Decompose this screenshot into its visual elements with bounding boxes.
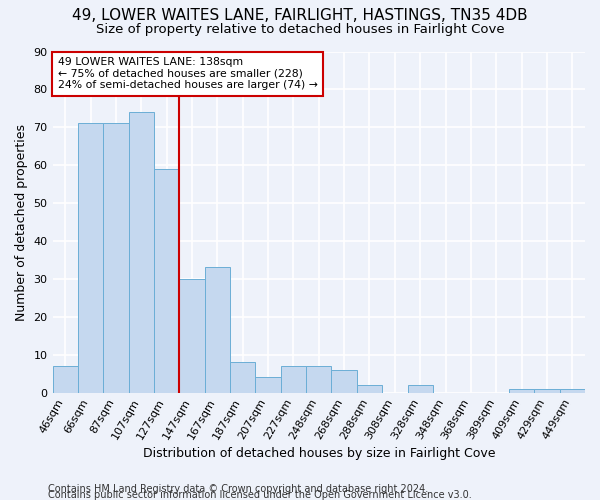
Text: Contains public sector information licensed under the Open Government Licence v3: Contains public sector information licen… [48,490,472,500]
Bar [306,366,331,392]
Bar [128,112,154,392]
Text: Size of property relative to detached houses in Fairlight Cove: Size of property relative to detached ho… [95,22,505,36]
Bar [154,169,179,392]
Text: 49, LOWER WAITES LANE, FAIRLIGHT, HASTINGS, TN35 4DB: 49, LOWER WAITES LANE, FAIRLIGHT, HASTIN… [72,8,528,22]
Bar [256,378,281,392]
Bar [230,362,256,392]
Bar [78,124,103,392]
Text: Contains HM Land Registry data © Crown copyright and database right 2024.: Contains HM Land Registry data © Crown c… [48,484,428,494]
Bar [205,268,230,392]
Bar [103,124,128,392]
X-axis label: Distribution of detached houses by size in Fairlight Cove: Distribution of detached houses by size … [143,447,495,460]
Bar [560,388,585,392]
Bar [357,385,382,392]
Bar [509,388,534,392]
Text: 49 LOWER WAITES LANE: 138sqm
← 75% of detached houses are smaller (228)
24% of s: 49 LOWER WAITES LANE: 138sqm ← 75% of de… [58,57,317,90]
Y-axis label: Number of detached properties: Number of detached properties [15,124,28,320]
Bar [281,366,306,392]
Bar [331,370,357,392]
Bar [53,366,78,392]
Bar [407,385,433,392]
Bar [534,388,560,392]
Bar [179,279,205,392]
